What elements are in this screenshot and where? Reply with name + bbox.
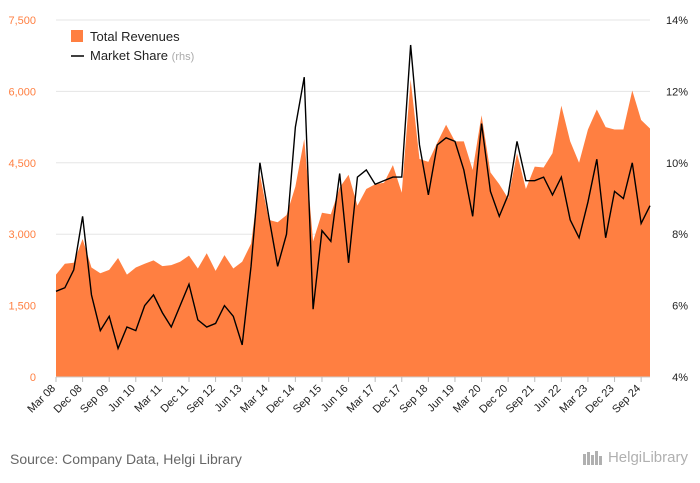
x-tick-label: Sep 09 (78, 383, 111, 416)
x-tick-label: Jun 22 (532, 383, 564, 415)
x-tick-label: Sep 18 (397, 383, 430, 416)
left-tick-label: 3,000 (8, 229, 36, 241)
x-tick-label: Jun 10 (106, 383, 138, 415)
x-tick-label: Mar 17 (345, 383, 378, 416)
helgi-library-logo: HelgiLibrary (582, 449, 688, 466)
x-tick-label: Mar 14 (238, 383, 271, 416)
x-tick-label: Mar 11 (132, 383, 164, 415)
x-tick-label: Sep 21 (504, 383, 537, 416)
legend-label-revenues: Total Revenues (90, 29, 180, 44)
right-tick-label: 6% (672, 301, 688, 313)
x-tick-label: Dec 23 (584, 383, 617, 416)
x-tick-label: Jun 13 (212, 383, 244, 415)
area-layer (56, 79, 650, 377)
x-tick-label: Dec 14 (264, 383, 297, 416)
revenue-area (56, 79, 650, 377)
x-tick-label: Jun 19 (425, 383, 457, 415)
right-tick-label: 8% (672, 229, 688, 241)
footer: Source: Company Data, Helgi Library Helg… (0, 438, 700, 483)
x-tick-label: Mar 20 (451, 383, 484, 416)
chart-svg: 0 1,500 3,000 4,500 6,000 7,500 4% 6% 8% 10% 12% 14… (8, 15, 688, 416)
legend-swatch-revenues (71, 30, 83, 42)
x-tick-label: Mar 23 (557, 383, 590, 416)
left-tick-label: 0 (30, 372, 36, 384)
left-tick-label: 4,500 (8, 158, 36, 170)
left-tick-label: 6,000 (8, 86, 36, 98)
x-tick-label: Sep 24 (610, 383, 643, 416)
library-building-icon (582, 450, 602, 465)
x-tick-label: Dec 08 (52, 383, 85, 416)
right-tick-label: 4% (672, 372, 688, 384)
x-tick-label: Dec 17 (371, 383, 404, 416)
line-layer (55, 44, 651, 351)
legend-label-market-share: Market Share (rhs) (90, 48, 194, 63)
right-tick-label: 10% (666, 158, 688, 170)
x-tick-label: Mar 08 (25, 383, 58, 416)
x-tick-label: Sep 12 (185, 383, 218, 416)
market-share-line (55, 44, 651, 351)
right-tick-label: 12% (666, 86, 688, 98)
x-tick-label: Dec 20 (477, 383, 510, 416)
right-tick-label: 14% (666, 15, 688, 27)
source-note: Source: Company Data, Helgi Library (10, 451, 242, 467)
left-tick-label: 7,500 (8, 15, 36, 27)
left-tick-label: 1,500 (8, 301, 36, 313)
x-tick-label: Sep 15 (291, 383, 324, 416)
logo-text: HelgiLibrary (607, 449, 688, 466)
x-tick-label: Jun 16 (319, 383, 351, 415)
legend: Total Revenues Market Share (rhs) (71, 29, 194, 63)
